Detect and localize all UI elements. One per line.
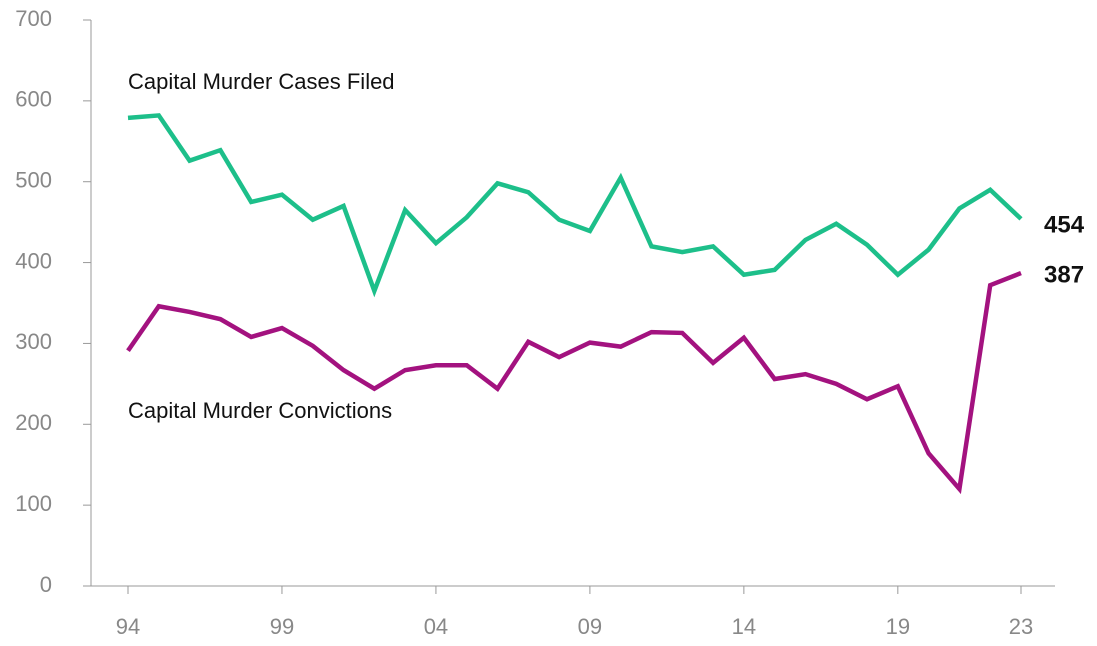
y-tick-label: 0 <box>40 572 52 597</box>
end-label: 454 <box>1044 211 1085 238</box>
end-label: 387 <box>1044 261 1084 288</box>
line <box>127 113 1023 298</box>
series-label: Capital Murder Convictions <box>128 398 392 423</box>
y-tick-label: 400 <box>15 248 52 273</box>
x-tick-label: 09 <box>578 614 602 639</box>
y-tick-label: 100 <box>15 491 52 516</box>
y-tick-label: 200 <box>15 410 52 435</box>
y-tick-label: 700 <box>15 6 52 31</box>
line <box>126 270 1022 495</box>
x-tick-label: 94 <box>116 614 140 639</box>
x-tick-label: 19 <box>886 614 910 639</box>
series-label: Capital Murder Cases Filed <box>128 69 395 94</box>
y-tick-label: 600 <box>15 87 52 112</box>
x-tick-label: 14 <box>732 614 756 639</box>
x-tick-label: 99 <box>270 614 294 639</box>
y-tick-label: 500 <box>15 168 52 193</box>
x-tick-label: 04 <box>424 614 448 639</box>
y-tick-label: 300 <box>15 329 52 354</box>
x-tick-label: 23 <box>1009 614 1033 639</box>
